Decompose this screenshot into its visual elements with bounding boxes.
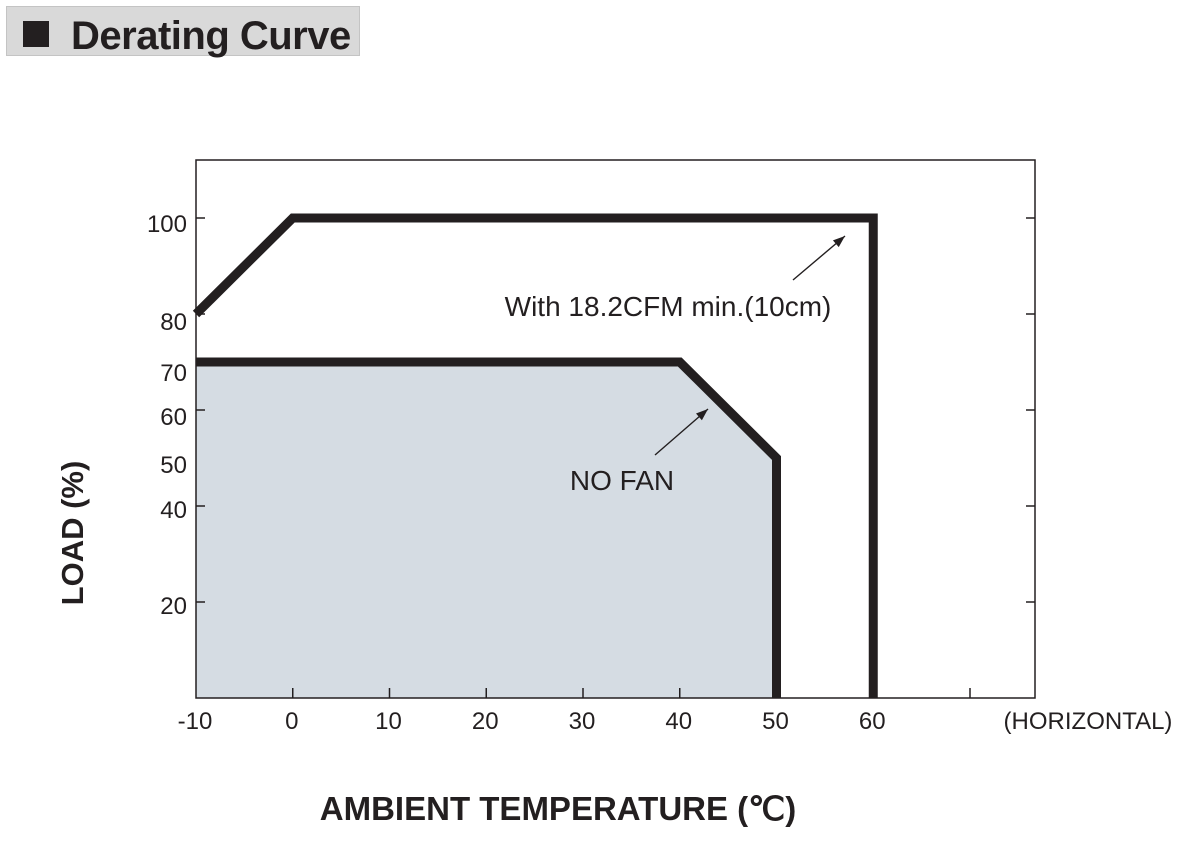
no-fan-area — [196, 362, 777, 698]
x-tick-label: 50 — [762, 708, 789, 735]
x-tick-label: 60 — [859, 708, 886, 735]
x-tick-label: 40 — [665, 708, 692, 735]
x-axis-label: AMBIENT TEMPERATURE (℃) — [320, 790, 796, 827]
x-tick-label: 20 — [472, 708, 499, 735]
y-tick-label: 20 — [160, 593, 187, 620]
x-tick-labels: -10 0 10 20 30 40 50 60 — [178, 708, 886, 735]
no-fan-arrow-head — [695, 409, 708, 421]
with-fan-annotation: With 18.2CFM min.(10cm) — [505, 291, 832, 322]
y-tick-label: 80 — [160, 309, 187, 336]
no-fan-annotation: NO FAN — [570, 465, 674, 496]
x-tick-label: 10 — [375, 708, 402, 735]
plot-frame — [195, 159, 1036, 699]
y-axis-label: LOAD (%) — [55, 461, 90, 606]
section-header: Derating Curve — [6, 6, 360, 58]
y-tick-label: 60 — [160, 404, 187, 431]
with-fan-arrow-head — [832, 236, 845, 248]
annotation-arrows — [654, 235, 846, 456]
x-tick-label: -10 — [178, 708, 213, 735]
y-tick-labels: 20 40 50 60 70 80 100 — [147, 211, 187, 620]
y-tick-label: 40 — [160, 497, 187, 524]
section-title: Derating Curve — [71, 14, 351, 58]
x-tick-label: 0 — [285, 708, 298, 735]
y-tick-label: 50 — [160, 452, 187, 479]
with-fan-curve — [192, 213, 878, 698]
y-tick-label: 100 — [147, 211, 187, 238]
x-axis-note: (HORIZONTAL) — [1004, 708, 1173, 735]
no-fan-curve — [196, 357, 781, 698]
x-tick-label: 30 — [569, 708, 596, 735]
square-bullet-icon — [23, 21, 49, 47]
y-tick-label: 70 — [160, 360, 187, 387]
